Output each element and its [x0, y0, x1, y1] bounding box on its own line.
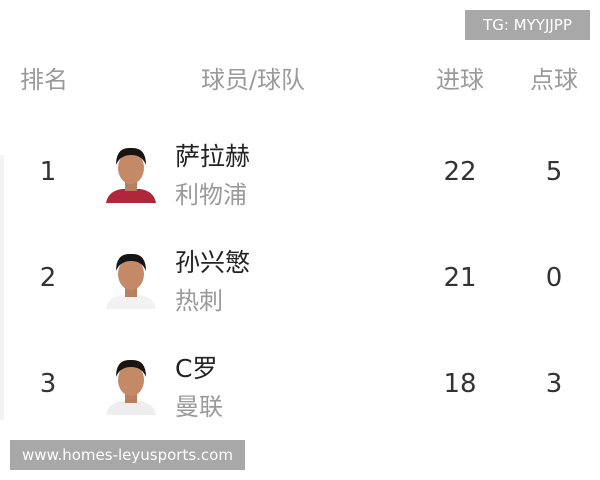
player-name[interactable]: 萨拉赫: [175, 142, 251, 171]
table-row[interactable]: 3 C罗 曼联 18 3: [0, 335, 600, 435]
penalties-value: 5: [545, 157, 563, 187]
goals-value: 18: [443, 369, 477, 399]
player-avatar-icon: [106, 359, 156, 415]
rank: 3: [39, 369, 57, 399]
header-rank: 排名: [20, 66, 68, 94]
left-edge-divider: [0, 155, 4, 420]
penalties-value: 0: [545, 263, 563, 293]
goals-value: 21: [443, 263, 477, 293]
watermark-top: TG: MYYJJPP: [465, 10, 590, 40]
header-penalties[interactable]: 点球: [530, 66, 578, 94]
goals-value: 22: [443, 157, 477, 187]
table-row[interactable]: 1 萨拉赫 利物浦 22 5: [0, 123, 600, 223]
table-row[interactable]: 2 孙兴慜 热刺 21 0: [0, 229, 600, 329]
rank: 1: [39, 157, 57, 187]
team-name[interactable]: 热刺: [175, 287, 223, 315]
player-avatar-icon: [106, 147, 156, 203]
team-name[interactable]: 曼联: [175, 393, 223, 421]
rank: 2: [39, 263, 57, 293]
header-goals[interactable]: 进球: [436, 66, 484, 94]
watermark-bottom: www.homes-leyusports.com: [10, 440, 245, 470]
player-avatar-icon: [106, 253, 156, 309]
team-name[interactable]: 利物浦: [175, 181, 247, 209]
player-name[interactable]: 孙兴慜: [175, 248, 251, 277]
penalties-value: 3: [545, 369, 563, 399]
header-player-team: 球员/球队: [200, 66, 306, 94]
player-name[interactable]: C罗: [175, 354, 218, 383]
